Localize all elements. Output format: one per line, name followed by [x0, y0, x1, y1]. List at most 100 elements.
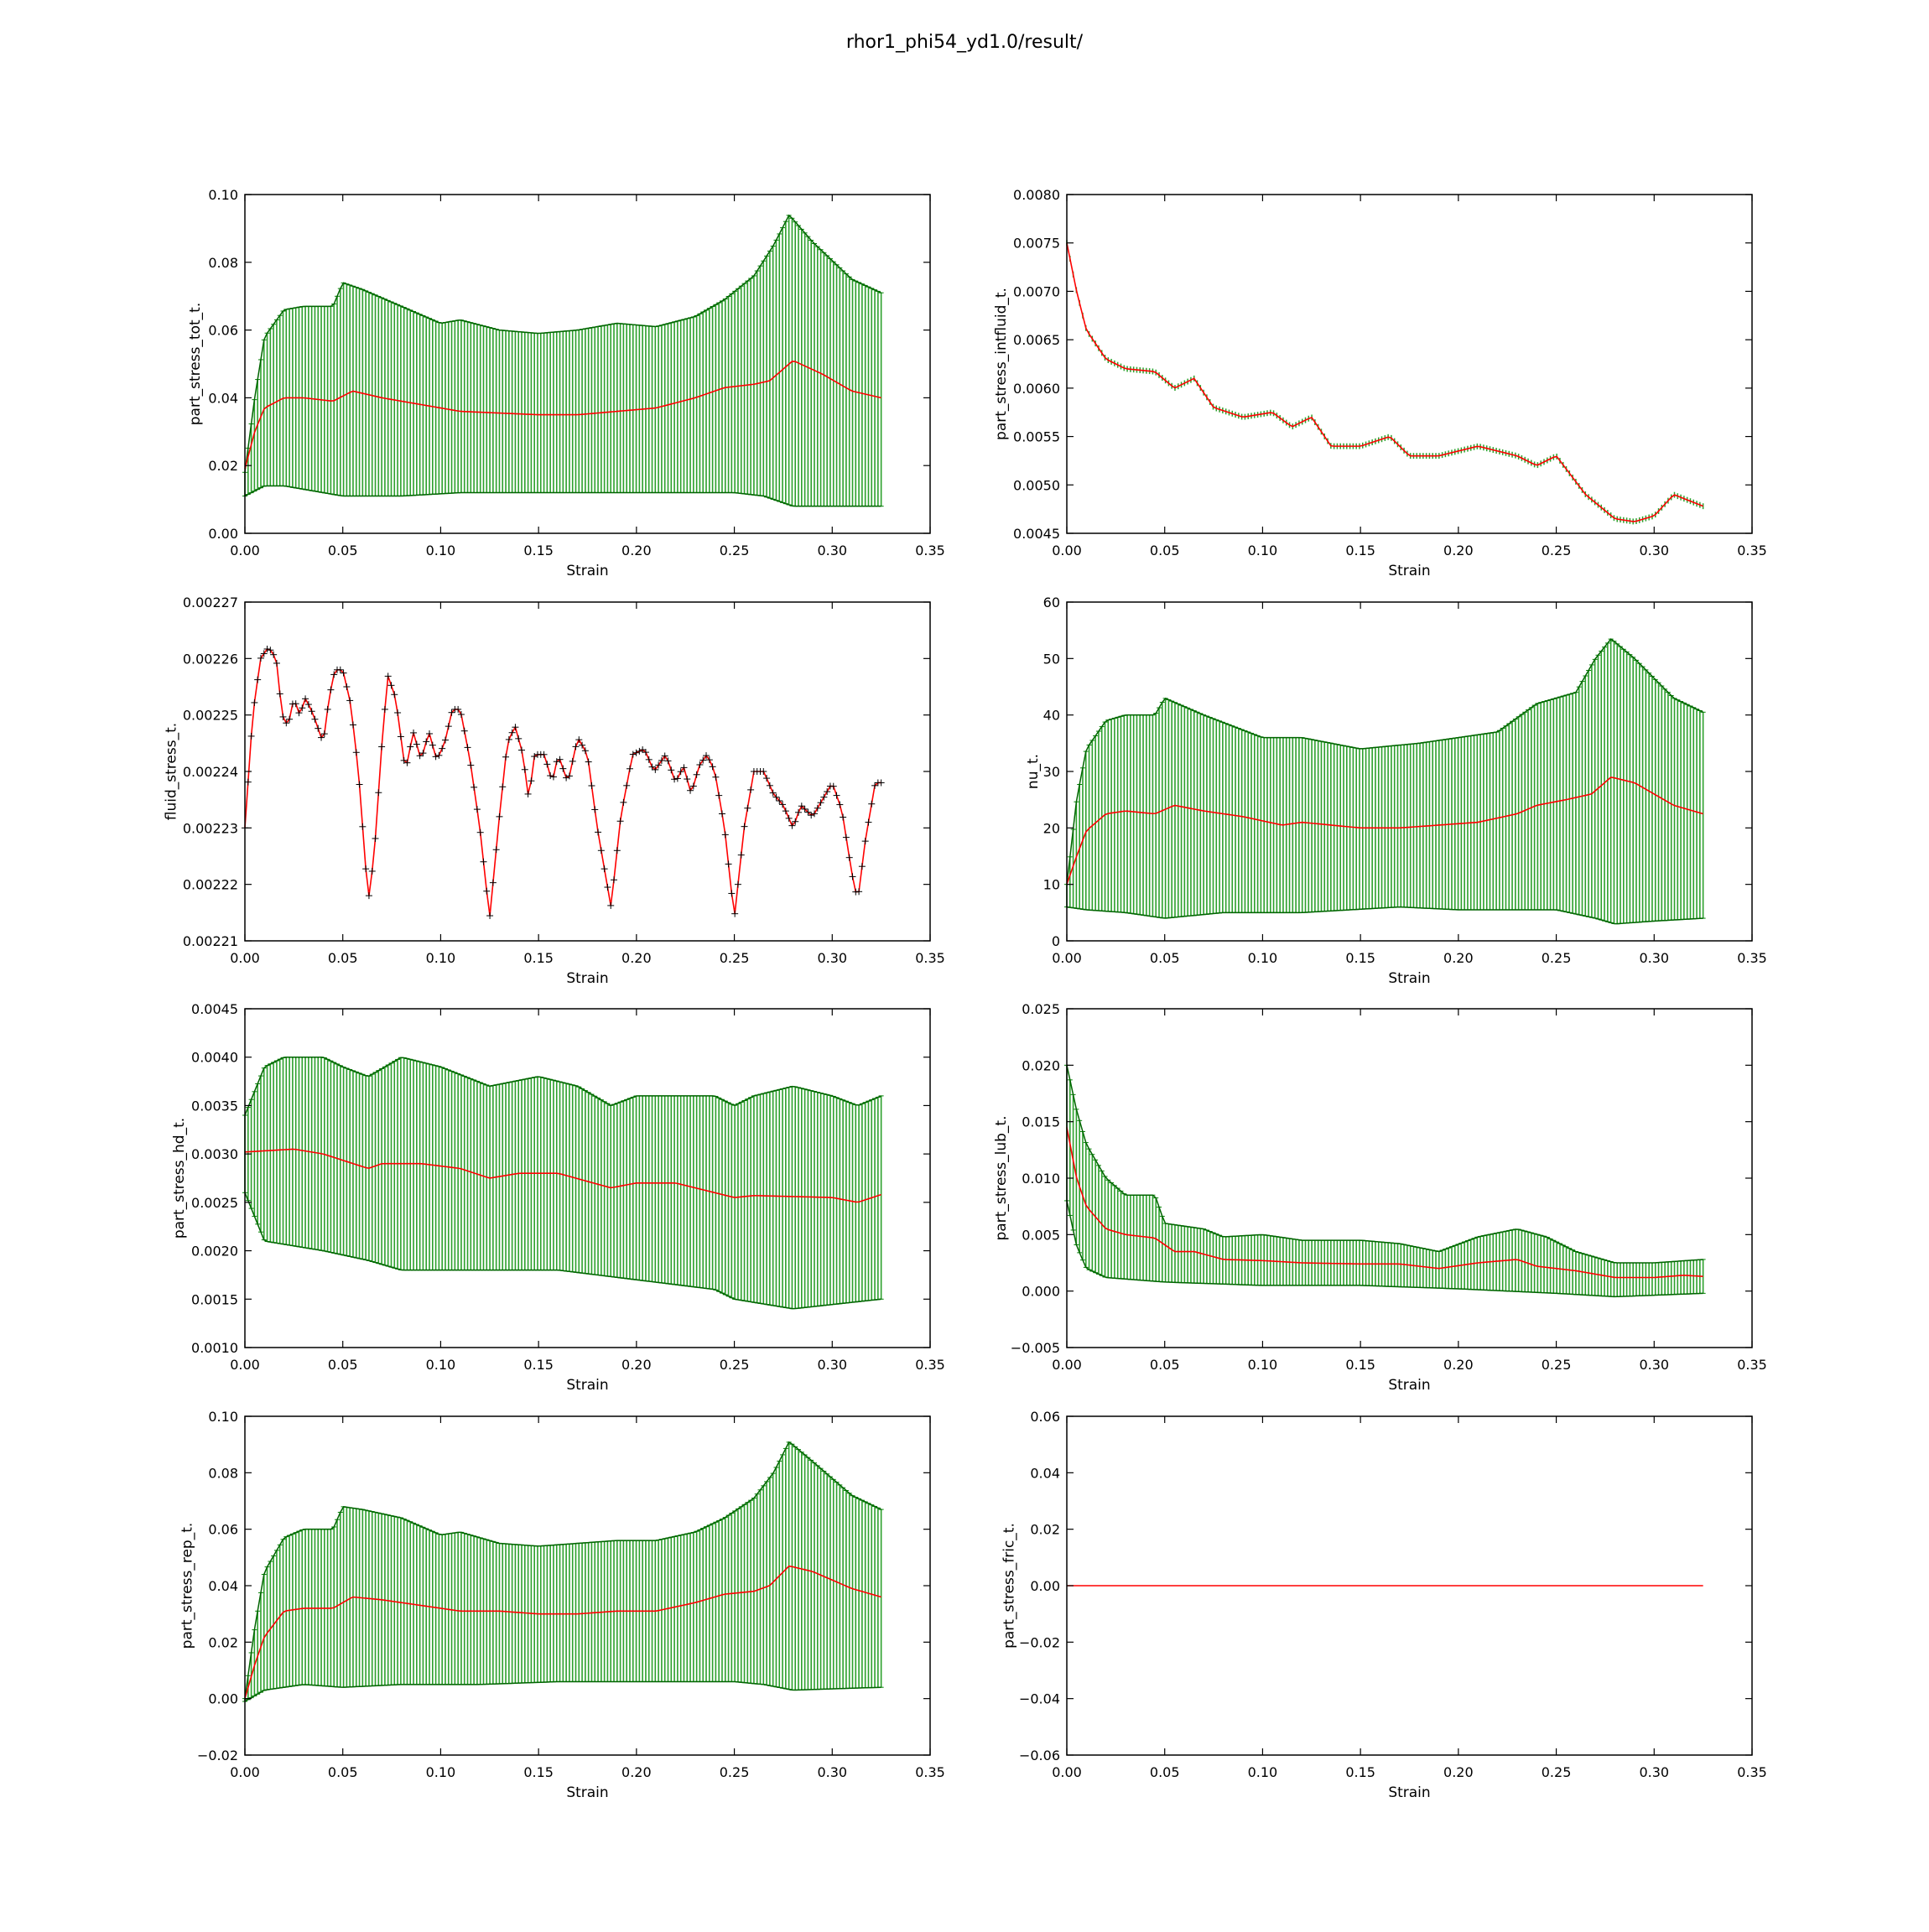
x-tick-label: 0.20 — [1443, 543, 1474, 558]
errorbar-lower-edge — [1066, 906, 1703, 925]
x-tick-label: 0.25 — [1542, 1764, 1572, 1780]
y-tick-label: 50 — [1043, 651, 1060, 667]
x-tick-label: 0.00 — [1052, 543, 1082, 558]
y-tick-label: 0.0030 — [191, 1146, 238, 1162]
mean-line — [1066, 1127, 1703, 1279]
errorbar-series — [1066, 240, 1704, 525]
marker-series — [242, 645, 885, 920]
y-tick-label: 0.005 — [1022, 1227, 1060, 1243]
y-tick-label: 0.00227 — [183, 595, 238, 610]
x-tick-label: 0.20 — [1443, 1764, 1474, 1780]
axes-frame — [244, 1008, 931, 1348]
x-tick-label: 0.05 — [1150, 1357, 1180, 1373]
y-axis-label: part_stress_hd_t. — [171, 1118, 188, 1239]
x-tick-label: 0.00 — [230, 543, 260, 558]
x-tick-label: 0.30 — [1639, 1357, 1669, 1373]
axes-frame — [244, 601, 931, 942]
subplot-2: 0.00 0.05 0.10 0.15 0.20 0.25 0.30 0.35 0.0045 0.… — [993, 187, 1767, 579]
x-tick-label: 0.30 — [817, 1764, 847, 1780]
x-tick-label: 0.20 — [621, 1357, 652, 1373]
x-tick-label: 0.35 — [1737, 543, 1767, 558]
x-tick-label: 0.10 — [1248, 950, 1278, 966]
y-tick-label: −0.005 — [1011, 1340, 1060, 1356]
y-tick-label: 0 — [1052, 933, 1060, 949]
y-tick-label: 0.04 — [208, 1578, 238, 1594]
y-tick-label: 0.0025 — [191, 1195, 238, 1211]
y-tick-label: 0.10 — [208, 1409, 238, 1425]
y-tick-label: 0.015 — [1022, 1114, 1060, 1130]
x-tick-label: 0.30 — [817, 543, 847, 558]
x-tick-label: 0.05 — [328, 950, 358, 966]
x-tick-label: 0.25 — [720, 1764, 750, 1780]
y-tick-label: 0.10 — [208, 187, 238, 203]
y-tick-label: 0.04 — [208, 390, 238, 406]
x-tick-label: 0.25 — [1542, 950, 1572, 966]
x-tick-label: 0.15 — [1345, 543, 1375, 558]
y-axis-label: part_stress_tot_t. — [187, 303, 204, 425]
x-tick-label: 0.10 — [1248, 1357, 1278, 1373]
subplot-6: 0.00 0.05 0.10 0.15 0.20 0.25 0.30 0.35 −0.005 0.… — [993, 1001, 1767, 1394]
y-tick-label: 0.00222 — [183, 877, 238, 893]
x-axis-label: Strain — [566, 1784, 608, 1801]
x-tick-label: 0.20 — [1443, 1357, 1474, 1373]
x-tick-label: 0.25 — [720, 543, 750, 558]
x-tick-label: 0.35 — [915, 950, 945, 966]
figure-title: rhor1_phi54_yd1.0/result/ — [845, 32, 1084, 53]
y-tick-label: 0.0045 — [1013, 526, 1060, 542]
y-axis-label: nu_t. — [1025, 754, 1042, 789]
x-tick-label: 0.10 — [426, 1764, 456, 1780]
x-tick-label: 0.05 — [1150, 1764, 1180, 1780]
x-tick-label: 0.15 — [523, 1764, 554, 1780]
y-tick-label: 0.08 — [208, 255, 238, 271]
x-tick-label: 0.35 — [915, 543, 945, 558]
x-axis-label: Strain — [566, 563, 608, 579]
x-tick-label: 0.15 — [1345, 1764, 1375, 1780]
y-tick-label: 0.00226 — [183, 651, 238, 667]
x-tick-label: 0.25 — [1542, 1357, 1572, 1373]
x-tick-label: 0.35 — [1737, 1357, 1767, 1373]
x-tick-label: 0.00 — [230, 1357, 260, 1373]
mean-line — [1066, 776, 1703, 885]
y-tick-label: 0.06 — [208, 323, 238, 339]
mean-line — [1066, 242, 1703, 522]
subplot-7: 0.00 0.05 0.10 0.15 0.20 0.25 0.30 0.35−0.020.0… — [179, 1409, 945, 1801]
x-tick-label: 0.20 — [621, 543, 652, 558]
y-tick-label: 60 — [1043, 595, 1060, 610]
y-tick-label: 40 — [1043, 708, 1060, 724]
y-tick-label: 0.00221 — [183, 933, 238, 949]
errorbar-series — [1064, 1064, 1706, 1298]
x-tick-label: 0.25 — [720, 1357, 750, 1373]
x-tick-label: 0.35 — [915, 1764, 945, 1780]
errorbar-series — [242, 1441, 884, 1702]
y-tick-label: 0.06 — [208, 1522, 238, 1538]
x-tick-label: 0.05 — [328, 1357, 358, 1373]
subplot-5: 0.00 0.05 0.10 0.15 0.20 0.25 0.30 0.35 0.0010 0.… — [171, 1001, 945, 1394]
x-axis-label: Strain — [1388, 563, 1430, 579]
y-tick-label: 0.06 — [1030, 1409, 1060, 1425]
y-axis-label: part_stress_intfluid_t. — [993, 288, 1010, 440]
x-tick-label: 0.15 — [523, 950, 554, 966]
y-tick-label: 0.0060 — [1013, 381, 1060, 397]
x-tick-label: 0.05 — [1150, 950, 1180, 966]
y-tick-label: 0.0070 — [1013, 283, 1060, 299]
y-tick-label: −0.02 — [197, 1748, 238, 1763]
x-tick-label: 0.20 — [621, 950, 652, 966]
errorbar-upper-edge — [244, 1056, 881, 1116]
y-tick-label: 0.02 — [208, 1634, 238, 1650]
x-tick-label: 0.05 — [1150, 543, 1180, 558]
y-tick-label: 0.00223 — [183, 820, 238, 836]
mean-line — [244, 648, 881, 917]
y-tick-label: 0.010 — [1022, 1171, 1060, 1187]
y-tick-label: 10 — [1043, 877, 1060, 893]
y-tick-label: 0.0065 — [1013, 332, 1060, 348]
mean-line — [244, 1565, 881, 1699]
x-tick-label: 0.15 — [1345, 1357, 1375, 1373]
errorbar-upper-edge — [244, 214, 881, 473]
x-tick-label: 0.25 — [1542, 543, 1572, 558]
subplot-1: 0.00 0.05 0.10 0.15 0.20 0.25 0.30 0.35 0.00 0.02… — [187, 187, 945, 579]
x-axis-label: Strain — [1388, 1377, 1430, 1394]
y-axis-label: part_stress_lub_t. — [993, 1115, 1010, 1240]
x-tick-label: 0.10 — [426, 543, 456, 558]
